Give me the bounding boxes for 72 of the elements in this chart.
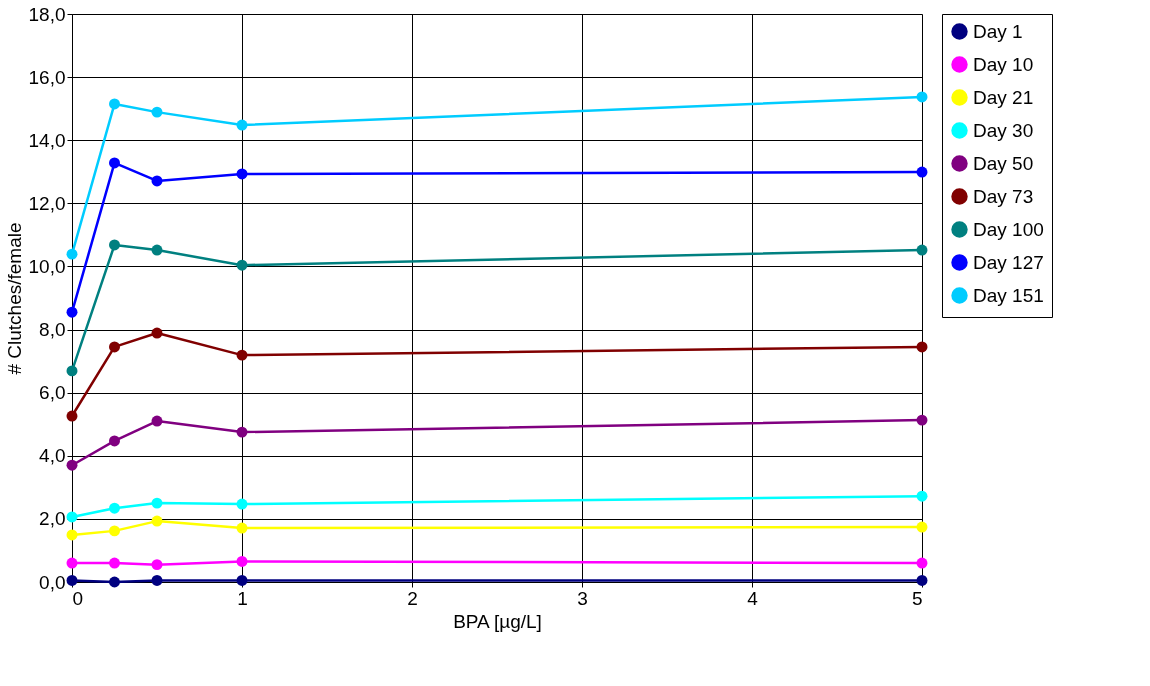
point (236, 168, 248, 180)
x-tick-label: 4 (747, 587, 759, 609)
point (151, 559, 163, 571)
point (66, 248, 78, 260)
point (151, 497, 163, 509)
point (916, 574, 928, 586)
y-tick-label: 4,0 (39, 445, 66, 467)
point (916, 414, 928, 426)
point (916, 244, 928, 256)
legend-label: Day 1 (973, 20, 1023, 42)
point (916, 490, 928, 502)
y-tick-label: 6,0 (39, 382, 66, 404)
point (66, 410, 78, 422)
point (66, 511, 78, 523)
x-tick-label: 2 (407, 587, 418, 609)
point (151, 244, 163, 256)
y-tick-label: 2,0 (39, 508, 66, 530)
legend-label: Day 151 (973, 284, 1044, 306)
point (916, 521, 928, 533)
point (916, 557, 928, 569)
point (916, 91, 928, 103)
point (236, 522, 248, 534)
y-axis-title: # Clutches/female (3, 222, 25, 375)
y-tick-label: 14,0 (28, 129, 66, 151)
y-tick-label: 16,0 (28, 66, 66, 88)
point (109, 502, 120, 514)
point (66, 459, 78, 471)
point (236, 119, 248, 131)
point (236, 556, 248, 567)
point (236, 259, 248, 271)
point (151, 106, 163, 118)
point (109, 157, 120, 169)
point (109, 239, 120, 251)
y-tick-label: 0,0 (39, 571, 66, 593)
point (109, 525, 120, 537)
x-tick-label: 0 (72, 587, 84, 609)
legend-label: Day 21 (973, 86, 1034, 108)
point (109, 576, 120, 588)
point (151, 415, 163, 427)
point (236, 426, 248, 438)
legend-label: Day 30 (973, 119, 1034, 141)
legend-label: Day 73 (973, 185, 1034, 207)
y-tick-label: 12,0 (28, 192, 66, 214)
y-tick-label: 8,0 (39, 319, 66, 341)
point (151, 175, 163, 187)
x-tick-label: 3 (577, 587, 588, 609)
legend-label: Day 10 (973, 53, 1034, 75)
point (916, 341, 928, 353)
point (66, 365, 78, 377)
point (236, 574, 248, 586)
point (66, 557, 78, 569)
point (109, 341, 120, 353)
x-tick-label: 1 (237, 587, 248, 609)
legend-label: Day 100 (973, 218, 1044, 240)
point (236, 498, 248, 510)
legend-label: Day 50 (973, 152, 1034, 174)
x-axis-title: BPA [µg/L] (453, 610, 542, 632)
point (66, 574, 78, 586)
point (109, 98, 120, 110)
legend-label: Day 127 (973, 251, 1044, 273)
x-tick-label: 5 (911, 587, 923, 609)
point (66, 306, 78, 318)
point (151, 574, 163, 586)
y-tick-label: 18,0 (28, 3, 66, 25)
point (236, 349, 248, 361)
point (916, 166, 928, 178)
point (109, 557, 120, 569)
point (151, 515, 163, 527)
point (151, 327, 163, 339)
y-tick-label: 10,0 (28, 255, 66, 277)
point (109, 435, 120, 447)
point (66, 529, 78, 541)
